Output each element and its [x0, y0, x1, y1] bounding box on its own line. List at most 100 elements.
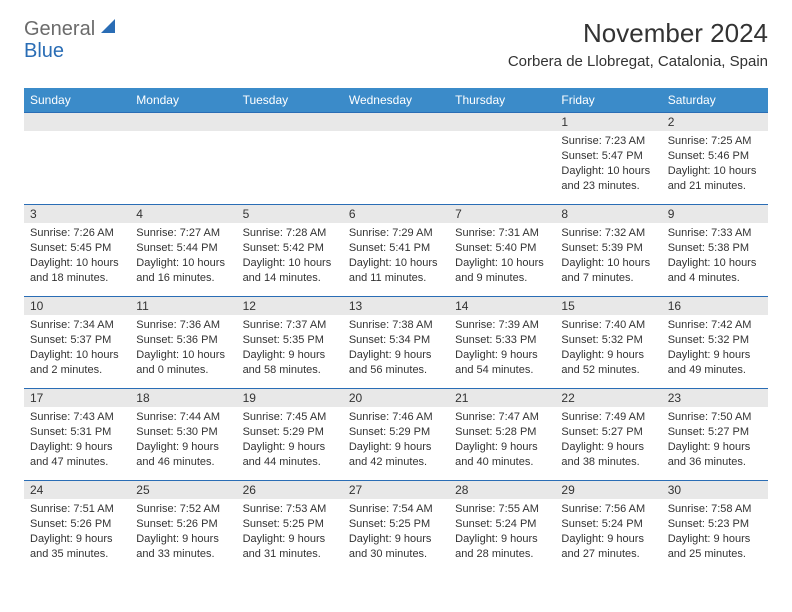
sunset-text: Sunset: 5:40 PM — [455, 241, 549, 256]
sunset-text: Sunset: 5:25 PM — [349, 517, 443, 532]
day-number: 23 — [662, 389, 768, 407]
sunset-text: Sunset: 5:39 PM — [561, 241, 655, 256]
calendar-day-cell: 19Sunrise: 7:45 AMSunset: 5:29 PMDayligh… — [237, 389, 343, 481]
day-number: 13 — [343, 297, 449, 315]
day-data: Sunrise: 7:43 AMSunset: 5:31 PMDaylight:… — [24, 407, 130, 472]
day-data: Sunrise: 7:42 AMSunset: 5:32 PMDaylight:… — [662, 315, 768, 380]
day-data: Sunrise: 7:33 AMSunset: 5:38 PMDaylight:… — [662, 223, 768, 288]
sunset-text: Sunset: 5:41 PM — [349, 241, 443, 256]
sunset-text: Sunset: 5:26 PM — [136, 517, 230, 532]
calendar-page: General November 2024 Corbera de Llobreg… — [0, 0, 792, 612]
weekday-header-cell: Monday — [130, 88, 236, 113]
empty-day-header — [343, 113, 449, 131]
day-data: Sunrise: 7:27 AMSunset: 5:44 PMDaylight:… — [130, 223, 236, 288]
calendar-day-cell: 23Sunrise: 7:50 AMSunset: 5:27 PMDayligh… — [662, 389, 768, 481]
sunset-text: Sunset: 5:24 PM — [455, 517, 549, 532]
day-data: Sunrise: 7:26 AMSunset: 5:45 PMDaylight:… — [24, 223, 130, 288]
daylight-text: Daylight: 9 hours and 27 minutes. — [561, 532, 655, 562]
sunset-text: Sunset: 5:46 PM — [668, 149, 762, 164]
day-number: 8 — [555, 205, 661, 223]
day-data: Sunrise: 7:51 AMSunset: 5:26 PMDaylight:… — [24, 499, 130, 564]
sunset-text: Sunset: 5:42 PM — [243, 241, 337, 256]
sunset-text: Sunset: 5:35 PM — [243, 333, 337, 348]
sunrise-text: Sunrise: 7:27 AM — [136, 226, 230, 241]
empty-day-header — [130, 113, 236, 131]
calendar-day-cell: 18Sunrise: 7:44 AMSunset: 5:30 PMDayligh… — [130, 389, 236, 481]
sunrise-text: Sunrise: 7:33 AM — [668, 226, 762, 241]
day-data: Sunrise: 7:44 AMSunset: 5:30 PMDaylight:… — [130, 407, 236, 472]
sunset-text: Sunset: 5:24 PM — [561, 517, 655, 532]
sunset-text: Sunset: 5:23 PM — [668, 517, 762, 532]
day-data: Sunrise: 7:28 AMSunset: 5:42 PMDaylight:… — [237, 223, 343, 288]
daylight-text: Daylight: 9 hours and 52 minutes. — [561, 348, 655, 378]
calendar-day-cell: 1 Sunrise: 7:23 AMSunset: 5:47 PMDaylight… — [555, 113, 661, 205]
weekday-header-cell: Thursday — [449, 88, 555, 113]
calendar-day-cell: 9Sunrise: 7:33 AMSunset: 5:38 PMDaylight… — [662, 205, 768, 297]
sunrise-text: Sunrise: 7:43 AM — [30, 410, 124, 425]
day-data: Sunrise: 7:55 AMSunset: 5:24 PMDaylight:… — [449, 499, 555, 564]
sunrise-text: Sunrise: 7:44 AM — [136, 410, 230, 425]
daylight-text: Daylight: 9 hours and 38 minutes. — [561, 440, 655, 470]
calendar-day-cell — [343, 113, 449, 205]
day-data: Sunrise: 7:45 AMSunset: 5:29 PMDaylight:… — [237, 407, 343, 472]
calendar-day-cell: 25Sunrise: 7:52 AMSunset: 5:26 PMDayligh… — [130, 481, 236, 573]
weekday-header-cell: Tuesday — [237, 88, 343, 113]
calendar-day-cell: 10Sunrise: 7:34 AMSunset: 5:37 PMDayligh… — [24, 297, 130, 389]
day-number: 22 — [555, 389, 661, 407]
calendar-day-cell: 15Sunrise: 7:40 AMSunset: 5:32 PMDayligh… — [555, 297, 661, 389]
sunset-text: Sunset: 5:29 PM — [349, 425, 443, 440]
day-number: 24 — [24, 481, 130, 499]
day-number: 30 — [662, 481, 768, 499]
sunrise-text: Sunrise: 7:45 AM — [243, 410, 337, 425]
daylight-text: Daylight: 9 hours and 47 minutes. — [30, 440, 124, 470]
day-data: Sunrise: 7:34 AMSunset: 5:37 PMDaylight:… — [24, 315, 130, 380]
daylight-text: Daylight: 10 hours and 23 minutes. — [561, 164, 655, 194]
sunset-text: Sunset: 5:25 PM — [243, 517, 337, 532]
sunset-text: Sunset: 5:45 PM — [30, 241, 124, 256]
day-number: 25 — [130, 481, 236, 499]
sunrise-text: Sunrise: 7:23 AM — [561, 134, 655, 149]
day-number: 7 — [449, 205, 555, 223]
title-block: November 2024 Corbera de Llobregat, Cata… — [508, 18, 768, 70]
sunrise-text: Sunrise: 7:52 AM — [136, 502, 230, 517]
daylight-text: Daylight: 9 hours and 30 minutes. — [349, 532, 443, 562]
sunset-text: Sunset: 5:32 PM — [668, 333, 762, 348]
day-data: Sunrise: 7:29 AMSunset: 5:41 PMDaylight:… — [343, 223, 449, 288]
day-number: 26 — [237, 481, 343, 499]
day-number: 19 — [237, 389, 343, 407]
day-number: 1 — [555, 113, 661, 131]
calendar-week-row: 10Sunrise: 7:34 AMSunset: 5:37 PMDayligh… — [24, 297, 768, 389]
sunrise-text: Sunrise: 7:38 AM — [349, 318, 443, 333]
sunset-text: Sunset: 5:47 PM — [561, 149, 655, 164]
sunrise-text: Sunrise: 7:29 AM — [349, 226, 443, 241]
triangle-icon — [101, 19, 115, 33]
day-data: Sunrise: 7:40 AMSunset: 5:32 PMDaylight:… — [555, 315, 661, 380]
calendar-day-cell — [449, 113, 555, 205]
daylight-text: Daylight: 10 hours and 14 minutes. — [243, 256, 337, 286]
daylight-text: Daylight: 10 hours and 0 minutes. — [136, 348, 230, 378]
sunrise-text: Sunrise: 7:32 AM — [561, 226, 655, 241]
sunrise-text: Sunrise: 7:49 AM — [561, 410, 655, 425]
day-number: 10 — [24, 297, 130, 315]
daylight-text: Daylight: 9 hours and 35 minutes. — [30, 532, 124, 562]
daylight-text: Daylight: 9 hours and 58 minutes. — [243, 348, 337, 378]
day-number: 2 — [662, 113, 768, 131]
empty-day-header — [449, 113, 555, 131]
daylight-text: Daylight: 10 hours and 18 minutes. — [30, 256, 124, 286]
weekday-header: SundayMondayTuesdayWednesdayThursdayFrid… — [24, 88, 768, 113]
daylight-text: Daylight: 10 hours and 21 minutes. — [668, 164, 762, 194]
day-data: Sunrise: 7:56 AMSunset: 5:24 PMDaylight:… — [555, 499, 661, 564]
daylight-text: Daylight: 9 hours and 31 minutes. — [243, 532, 337, 562]
daylight-text: Daylight: 10 hours and 4 minutes. — [668, 256, 762, 286]
sunrise-text: Sunrise: 7:54 AM — [349, 502, 443, 517]
sunset-text: Sunset: 5:29 PM — [243, 425, 337, 440]
calendar-day-cell: 5Sunrise: 7:28 AMSunset: 5:42 PMDaylight… — [237, 205, 343, 297]
sunrise-text: Sunrise: 7:37 AM — [243, 318, 337, 333]
day-number: 14 — [449, 297, 555, 315]
sunrise-text: Sunrise: 7:53 AM — [243, 502, 337, 517]
empty-day-header — [24, 113, 130, 131]
sunset-text: Sunset: 5:30 PM — [136, 425, 230, 440]
sunrise-text: Sunrise: 7:40 AM — [561, 318, 655, 333]
header: General November 2024 Corbera de Llobreg… — [24, 18, 768, 70]
day-number: 18 — [130, 389, 236, 407]
